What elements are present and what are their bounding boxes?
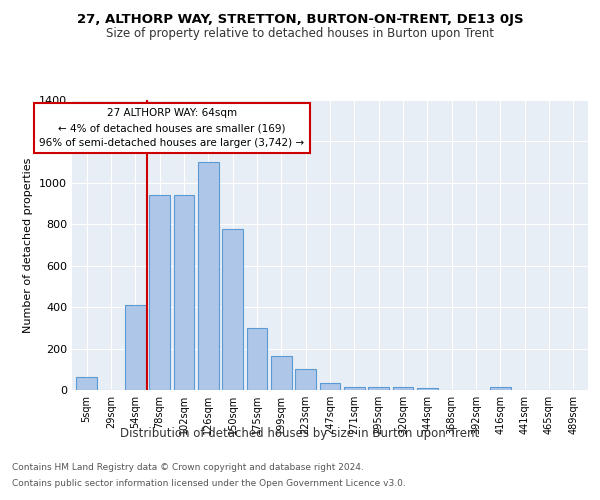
Bar [247,328,268,390]
Bar [271,356,292,390]
Bar [198,162,218,390]
Bar [490,387,511,390]
Bar [392,387,413,390]
Text: 27 ALTHORP WAY: 64sqm
← 4% of detached houses are smaller (169)
96% of semi-deta: 27 ALTHORP WAY: 64sqm ← 4% of detached h… [39,108,304,148]
Bar [149,196,170,390]
Text: 27, ALTHORP WAY, STRETTON, BURTON-ON-TRENT, DE13 0JS: 27, ALTHORP WAY, STRETTON, BURTON-ON-TRE… [77,12,523,26]
Bar [344,387,365,390]
Text: Contains public sector information licensed under the Open Government Licence v3: Contains public sector information licen… [12,478,406,488]
Text: Size of property relative to detached houses in Burton upon Trent: Size of property relative to detached ho… [106,28,494,40]
Bar [173,196,194,390]
Bar [417,388,438,390]
Bar [368,387,389,390]
Bar [295,370,316,390]
Text: Contains HM Land Registry data © Crown copyright and database right 2024.: Contains HM Land Registry data © Crown c… [12,464,364,472]
Bar [320,383,340,390]
Y-axis label: Number of detached properties: Number of detached properties [23,158,34,332]
Bar [125,305,146,390]
Bar [222,230,243,390]
Text: Distribution of detached houses by size in Burton upon Trent: Distribution of detached houses by size … [121,428,479,440]
Bar [76,376,97,390]
